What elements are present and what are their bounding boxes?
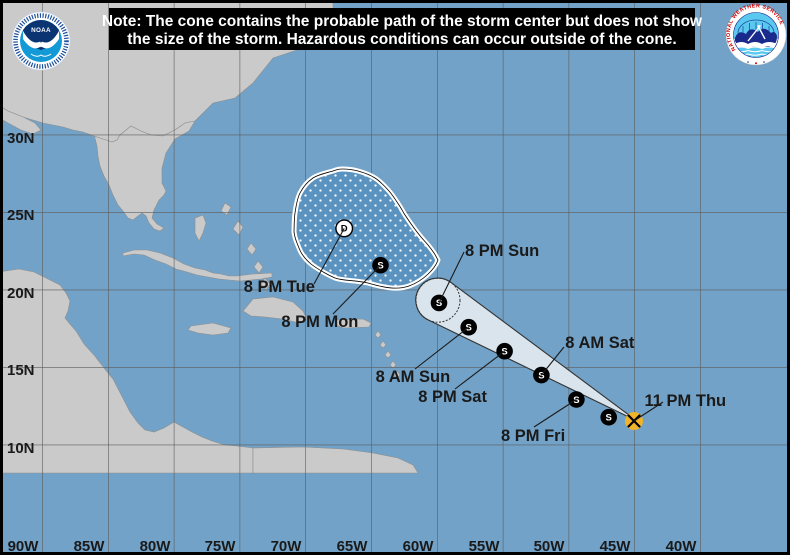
svg-text:65W: 65W: [337, 538, 369, 555]
svg-text:11 PM Thu: 11 PM Thu: [645, 392, 727, 410]
svg-text:8 AM Sat: 8 AM Sat: [565, 334, 635, 352]
svg-text:15N: 15N: [7, 362, 35, 379]
svg-text:90W: 90W: [8, 538, 40, 555]
svg-text:S: S: [436, 298, 442, 309]
svg-text:30N: 30N: [7, 130, 35, 147]
svg-text:8 PM Tue: 8 PM Tue: [244, 278, 315, 296]
svg-text:60W: 60W: [403, 538, 435, 555]
svg-text:S: S: [466, 323, 472, 334]
svg-text:Note: The cone contains the pr: Note: The cone contains the probable pat…: [102, 13, 703, 30]
svg-text:10N: 10N: [7, 440, 35, 457]
svg-text:the size of the storm. Hazardo: the size of the storm. Hazardous conditi…: [127, 31, 676, 48]
svg-text:8 PM Sun: 8 PM Sun: [465, 242, 539, 260]
svg-text:8 PM Sat: 8 PM Sat: [418, 388, 487, 406]
svg-text:25N: 25N: [7, 207, 35, 224]
svg-text:40W: 40W: [666, 538, 698, 555]
svg-text:S: S: [606, 413, 612, 424]
svg-text:8 AM Sun: 8 AM Sun: [376, 368, 451, 386]
svg-text:S: S: [501, 347, 507, 358]
svg-text:80W: 80W: [140, 538, 172, 555]
svg-text:8 PM Fri: 8 PM Fri: [501, 427, 565, 445]
svg-text:45W: 45W: [600, 538, 632, 555]
svg-text:NOAA: NOAA: [31, 27, 51, 34]
svg-text:85W: 85W: [74, 538, 106, 555]
svg-text:S: S: [377, 261, 383, 272]
svg-text:70W: 70W: [271, 538, 303, 555]
svg-text:75W: 75W: [205, 538, 237, 555]
svg-text:50W: 50W: [534, 538, 566, 555]
svg-text:8 PM Mon: 8 PM Mon: [281, 313, 358, 331]
svg-text:20N: 20N: [7, 285, 35, 302]
svg-text:55W: 55W: [469, 538, 501, 555]
